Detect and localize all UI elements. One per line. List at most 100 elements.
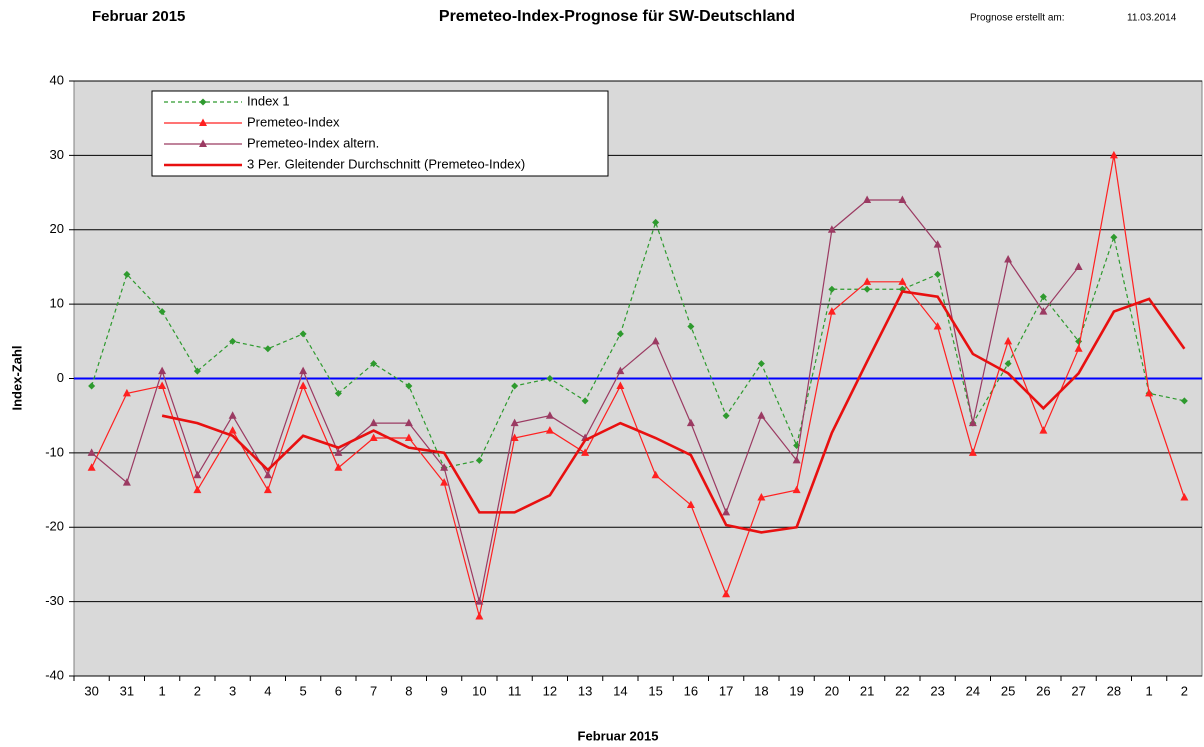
- point: [898, 277, 907, 285]
- point: [1039, 293, 1047, 301]
- point: [370, 360, 378, 368]
- point: [511, 382, 519, 390]
- y-axis-label: Index-Zahl: [9, 345, 24, 410]
- point: [405, 382, 413, 390]
- x-axis-label: Februar 2015: [578, 728, 659, 743]
- point: [158, 308, 166, 316]
- point: [475, 597, 484, 605]
- point: [263, 485, 272, 494]
- x-tick-label: 6: [335, 683, 342, 698]
- x-tick-label: 19: [789, 683, 803, 698]
- point: [1110, 233, 1118, 241]
- point: [404, 418, 413, 427]
- x-tick-label: 5: [300, 683, 307, 698]
- x-tick-label: 3: [229, 683, 236, 698]
- x-tick-label: 30: [84, 683, 98, 698]
- point: [757, 411, 766, 419]
- point: [299, 366, 308, 375]
- point: [792, 455, 801, 464]
- point: [1004, 255, 1013, 263]
- point: [299, 330, 307, 338]
- point: [88, 382, 96, 390]
- legend-marker: [199, 98, 207, 106]
- point: [123, 270, 131, 278]
- y-tick-label: 40: [50, 72, 64, 87]
- point: [651, 336, 660, 345]
- point: [404, 433, 413, 441]
- point: [122, 388, 131, 397]
- point: [863, 195, 872, 203]
- legend-box: [151, 90, 609, 177]
- point: [827, 225, 836, 233]
- point: [1180, 493, 1189, 501]
- point: [475, 456, 483, 464]
- point: [934, 270, 942, 278]
- point: [1004, 360, 1012, 368]
- point: [1145, 388, 1154, 397]
- point: [722, 507, 731, 516]
- point: [369, 433, 378, 441]
- y-tick-label: -20: [45, 519, 64, 534]
- x-tick-label: 31: [120, 683, 134, 698]
- point: [722, 412, 730, 420]
- y-tick-label: 30: [50, 147, 64, 162]
- point: [933, 240, 942, 248]
- legend-label: 3 Per. Gleitender Durchschnitt (Premeteo…: [247, 156, 525, 171]
- x-tick-label: 1: [159, 683, 166, 698]
- point: [616, 381, 625, 389]
- legend-marker: [199, 139, 207, 147]
- point: [1004, 336, 1013, 345]
- point: [545, 411, 554, 419]
- point: [546, 375, 554, 382]
- point: [1039, 426, 1048, 434]
- x-tick-label: 26: [1036, 683, 1050, 698]
- point: [334, 389, 342, 397]
- forecast-date: 11.03.2014: [1127, 13, 1177, 24]
- x-tick-label: 28: [1107, 683, 1121, 698]
- x-tick-label: 17: [719, 683, 733, 698]
- point: [792, 485, 801, 494]
- x-tick-label: 4: [264, 683, 271, 698]
- point: [158, 381, 167, 389]
- point: [757, 360, 765, 368]
- x-tick-label: 13: [578, 683, 592, 698]
- x-tick-label: 25: [1001, 683, 1015, 698]
- point: [264, 345, 272, 353]
- point: [228, 426, 237, 434]
- x-tick-label: 21: [860, 683, 874, 698]
- point: [1074, 344, 1083, 352]
- x-tick-label: 27: [1071, 683, 1085, 698]
- point: [158, 366, 167, 375]
- x-tick-label: 24: [966, 683, 980, 698]
- x-tick-label: 18: [754, 683, 768, 698]
- point: [510, 433, 519, 441]
- x-tick-label: 2: [1181, 683, 1188, 698]
- x-tick-label: 23: [930, 683, 944, 698]
- x-tick-label: 11: [508, 683, 522, 698]
- point: [1180, 397, 1188, 405]
- y-tick-label: 10: [50, 296, 64, 311]
- point: [1039, 307, 1048, 315]
- series-line: [161, 290, 1186, 534]
- y-tick-label: 0: [57, 370, 64, 385]
- point: [510, 418, 519, 427]
- x-tick-label: 16: [684, 683, 698, 698]
- point: [193, 367, 201, 375]
- legend-label: Index 1: [247, 93, 290, 108]
- x-tick-label: 14: [613, 683, 627, 698]
- point: [87, 448, 96, 456]
- y-tick-label: -10: [45, 444, 64, 459]
- legend-marker: [199, 118, 207, 126]
- point: [581, 397, 589, 405]
- legend-label: Premeteo-Index altern.: [247, 135, 379, 150]
- x-tick-label: 9: [441, 683, 448, 698]
- point: [686, 418, 695, 427]
- point: [616, 366, 625, 375]
- point: [863, 285, 871, 293]
- point: [475, 612, 484, 620]
- point: [229, 337, 237, 345]
- point: [122, 478, 131, 486]
- point: [440, 478, 449, 486]
- x-tick-label: 2: [194, 683, 201, 698]
